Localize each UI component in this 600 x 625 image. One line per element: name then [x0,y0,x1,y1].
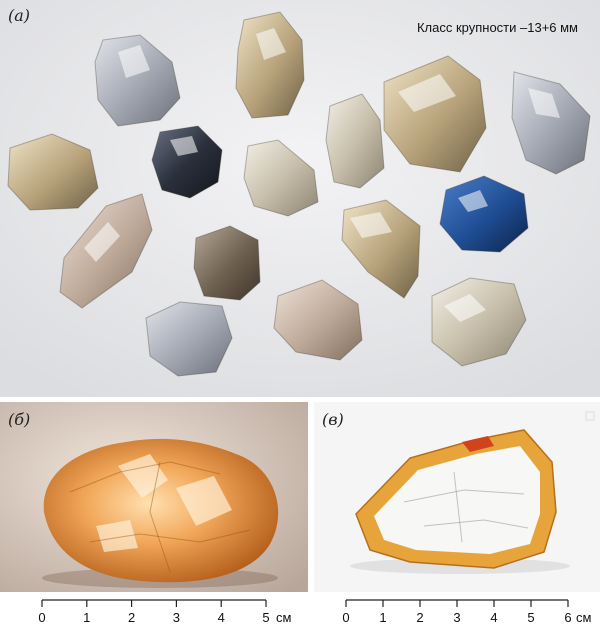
scale-tick-label: 4 [217,610,225,625]
scale-bar-c: 0 1 2 3 4 5 6 см [342,598,600,625]
panel-letter-c: (в) [322,410,344,429]
scale-tick-label: 5 [527,610,535,625]
scale-unit-label: см [576,610,592,625]
photo-panel-b: (б) [0,402,308,592]
panel-letter-a: (а) [8,6,31,25]
scale-tick-label: 4 [490,610,498,625]
size-class-label: Класс крупности –13+6 мм [416,20,578,35]
scale-tick-label: 2 [127,610,136,625]
scale-tick-label: 0 [342,610,350,625]
scale-bar-b: 0 1 2 3 4 5 см [38,598,302,625]
scale-bar-c-line [345,599,569,607]
photo-panel-a: (а) Класс крупности –13+6 мм [0,0,600,397]
diamonds-group-photo [0,0,600,397]
panel-letter-b: (б) [8,410,31,429]
scale-tick-label: 3 [172,610,181,625]
scale-bar-b-line [41,599,267,607]
photo-panel-c: (в) [314,402,600,592]
scale-tick-label: 5 [262,610,270,625]
orange-diamond-photo [0,402,308,592]
scale-tick-label: 3 [453,610,461,625]
scale-tick-label: 2 [416,610,424,625]
scale-unit-label: см [276,610,292,625]
scale-tick-label: 1 [83,610,91,625]
flat-diamond-photo [314,402,600,592]
scale-tick-label: 1 [379,610,387,625]
scale-tick-label: 0 [38,610,46,625]
scale-tick-label: 6 [564,610,572,625]
